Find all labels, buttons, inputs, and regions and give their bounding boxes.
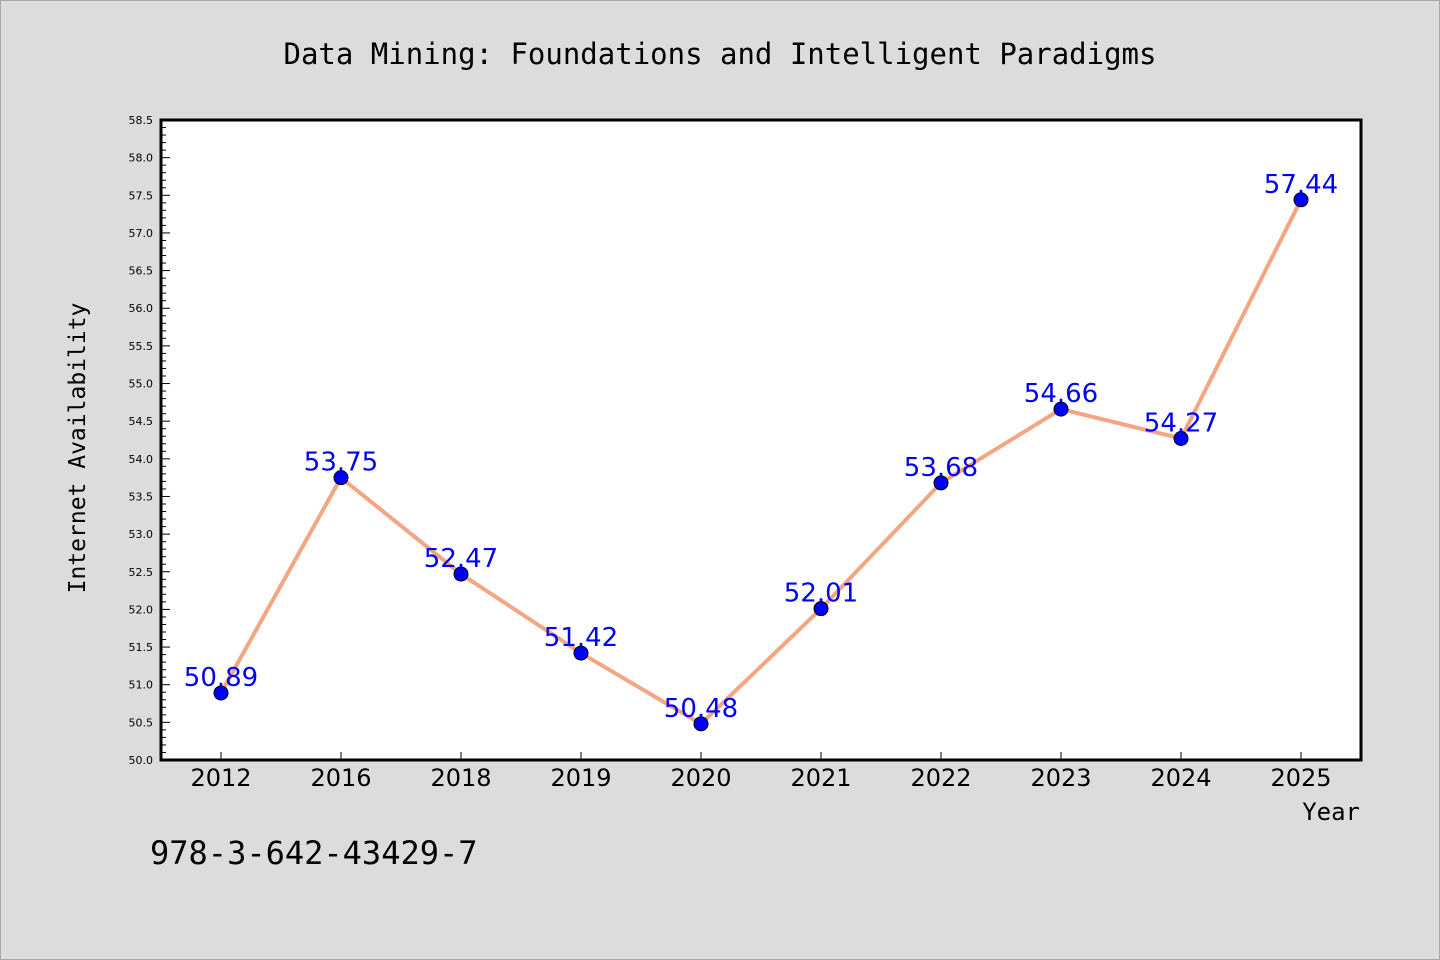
y-tick-label: 52.5 (129, 566, 154, 579)
series-layer (213, 192, 1309, 732)
y-tick-label: 56.5 (129, 265, 154, 278)
data-point (1053, 401, 1069, 417)
x-tick-label: 2016 (310, 764, 371, 792)
data-label: 54.27 (1144, 408, 1218, 438)
x-axis-label: Year (1302, 798, 1360, 826)
x-tick-label: 2022 (910, 764, 971, 792)
series-line (219, 197, 1303, 726)
y-axis: 50.0 50.5 51.0 51.5 52.0 52.5 53.0 53.5 54.0 54.5… (129, 114, 170, 767)
y-tick-label: 54.5 (129, 415, 154, 428)
x-tick-label: 2024 (1150, 764, 1211, 792)
data-label: 52.01 (784, 579, 858, 609)
isbn-text: 978-3-642-43429-7 (150, 834, 478, 872)
plot-area (159, 118, 1363, 762)
data-point (933, 475, 949, 491)
data-label: 50.48 (664, 694, 738, 724)
x-tick-label: 2021 (790, 764, 851, 792)
data-point (693, 716, 709, 732)
data-label: 53.68 (904, 453, 978, 483)
y-tick-label: 50.5 (129, 716, 154, 729)
y-tick-label: 52.0 (129, 603, 154, 616)
x-tick-label: 2019 (550, 764, 611, 792)
data-label: 53.75 (304, 448, 378, 478)
y-tick-label: 58.5 (129, 114, 154, 127)
data-labels: 50.89 53.75 52.47 51.42 50.48 52.01 53.68 54.66… (184, 170, 1338, 724)
x-tick-label: 2025 (1270, 764, 1331, 792)
data-point (333, 470, 349, 486)
y-tick-label: 53.5 (129, 490, 154, 503)
x-tick-label: 2023 (1030, 764, 1091, 792)
y-tick-label: 57.5 (129, 189, 154, 202)
y-tick-label: 56.0 (129, 302, 154, 315)
x-axis: 2012 2016 2018 2019 2020 2021 2022 2023 2024 2025 (190, 752, 1332, 792)
y-tick-label: 54.0 (129, 453, 154, 466)
data-point (453, 566, 469, 582)
data-label: 57.44 (1264, 170, 1338, 200)
data-label: 54.66 (1024, 379, 1098, 409)
y-tick-label: 50.0 (129, 754, 154, 767)
y-tick-label: 53.0 (129, 528, 154, 541)
y-tick-label: 55.0 (129, 378, 154, 391)
data-point (1173, 430, 1189, 446)
data-point (573, 645, 589, 661)
x-tick-label: 2020 (670, 764, 731, 792)
x-tick-label: 2018 (430, 764, 491, 792)
y-tick-label: 51.0 (129, 679, 154, 692)
chart-title: Data Mining: Foundations and Intelligent… (284, 37, 1157, 71)
data-point (813, 601, 829, 617)
data-label: 51.42 (544, 623, 618, 653)
y-tick-label: 57.0 (129, 227, 154, 240)
x-tick-label: 2012 (190, 764, 251, 792)
y-tick-label: 58.0 (129, 152, 154, 165)
y-tick-label: 51.5 (129, 641, 154, 654)
data-point (213, 685, 229, 701)
data-point (1293, 192, 1309, 208)
data-label: 52.47 (424, 544, 498, 574)
y-axis-label: Internet Availability (65, 303, 91, 594)
y-tick-label: 55.5 (129, 340, 154, 353)
data-label: 50.89 (184, 663, 258, 693)
